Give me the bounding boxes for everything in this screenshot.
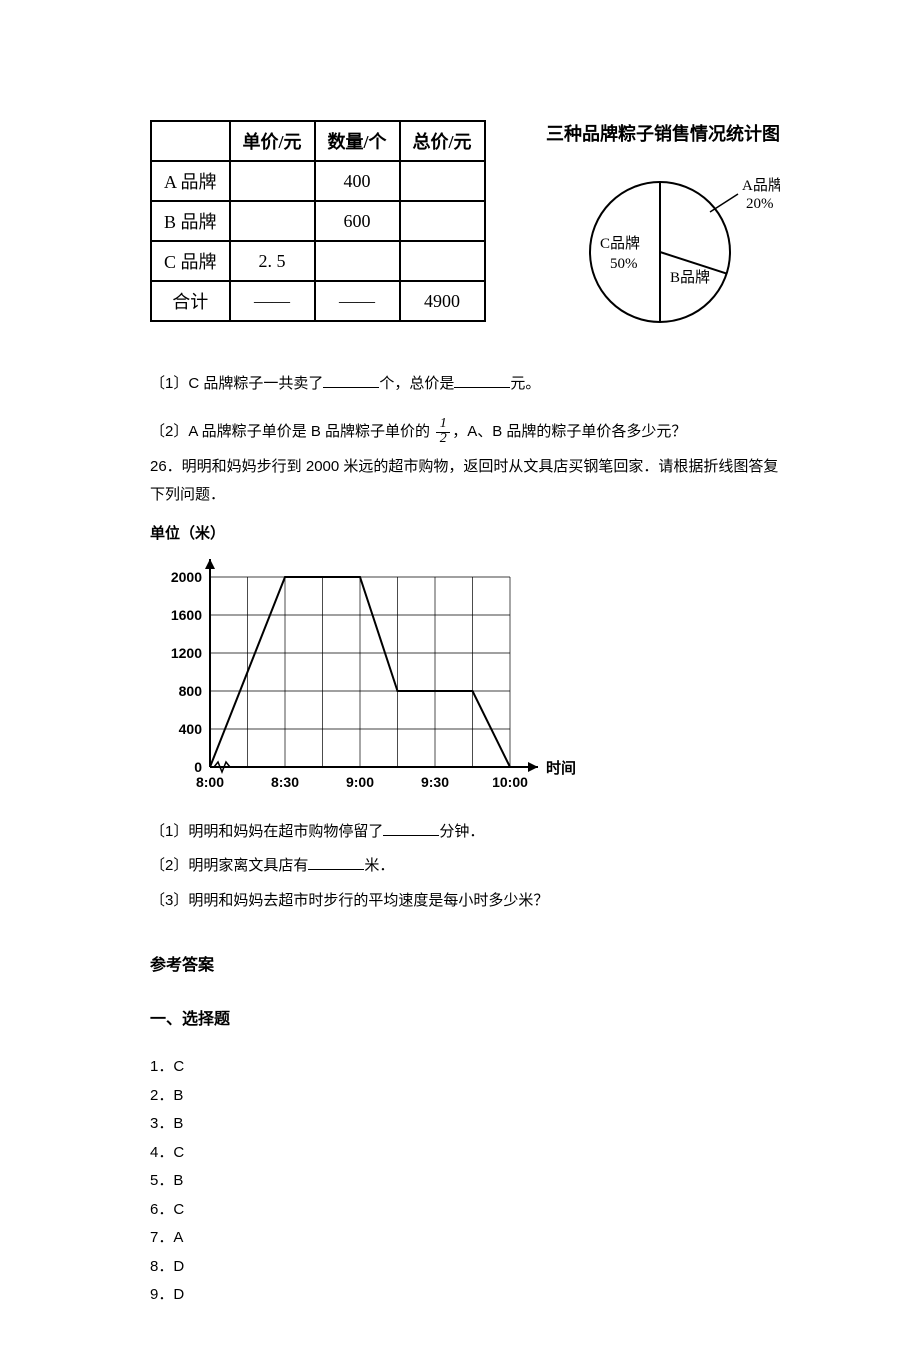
svg-text:1600: 1600: [171, 607, 202, 623]
answer-item: 5．B: [150, 1167, 780, 1196]
col-header: 数量/个: [315, 121, 400, 161]
svg-text:9:30: 9:30: [421, 774, 449, 790]
q26-2-suffix: 米．: [364, 857, 394, 874]
svg-text:8:30: 8:30: [271, 774, 299, 790]
svg-text:9:00: 9:00: [346, 774, 374, 790]
col-header: [151, 121, 230, 161]
cell: [400, 201, 485, 241]
pie-chart: A品牌 20% C品牌 50% B品牌: [560, 152, 780, 352]
cell: [315, 241, 400, 281]
cell: ——: [230, 281, 315, 321]
question-26-1: 〔1〕明明和妈妈在超市购物停留了 分钟．: [150, 818, 780, 847]
q1-mid: 个，总价是: [379, 375, 454, 392]
table-row: 合计 —— —— 4900: [151, 281, 485, 321]
q2-prefix: 〔2〕A 品牌粽子单价是 B 品牌粽子单价的: [150, 422, 430, 439]
pie-label-a: A品牌: [742, 177, 780, 194]
answer-item: 4．C: [150, 1139, 780, 1168]
blank: [454, 372, 510, 388]
cell: [400, 241, 485, 281]
col-header: 单价/元: [230, 121, 315, 161]
fraction: 1 2: [434, 417, 452, 447]
svg-text:400: 400: [179, 721, 203, 737]
pie-label-b: B品牌: [670, 269, 710, 286]
section-heading: 一、选择题: [150, 1005, 780, 1029]
svg-text:800: 800: [179, 683, 203, 699]
q1-suffix: 元。: [510, 375, 540, 392]
cell: 合计: [151, 281, 230, 321]
answers-list: 1．C2．B3．B4．C5．B6．C7．A8．D9．D: [150, 1053, 780, 1310]
pie-chart-title: 三种品牌粽子销售情况统计图: [526, 120, 780, 146]
blank: [323, 372, 379, 388]
line-chart-y-label: 单位（米）: [150, 522, 780, 543]
svg-text:2000: 2000: [171, 569, 202, 585]
pie-label-c-pct: 50%: [610, 256, 638, 272]
cell: [230, 161, 315, 201]
col-header: 总价/元: [400, 121, 485, 161]
pie-label-c: C品牌: [600, 235, 640, 252]
table-header-row: 单价/元 数量/个 总价/元: [151, 121, 485, 161]
svg-text:1200: 1200: [171, 645, 202, 661]
answer-item: 3．B: [150, 1110, 780, 1139]
q1-prefix: 〔1〕C 品牌粽子一共卖了: [150, 375, 323, 392]
cell: 4900: [400, 281, 485, 321]
blank: [383, 820, 439, 836]
q26-1-suffix: 分钟．: [439, 823, 484, 840]
q2-suffix: ，A、B 品牌的粽子单价各多少元？: [452, 422, 686, 439]
answer-item: 8．D: [150, 1253, 780, 1282]
question-26: 26．明明和妈妈步行到 2000 米远的超市购物，返回时从文具店买钢笔回家．请根…: [150, 453, 780, 510]
cell: 600: [315, 201, 400, 241]
table-row: B 品牌 600: [151, 201, 485, 241]
answer-item: 2．B: [150, 1082, 780, 1111]
cell: B 品牌: [151, 201, 230, 241]
cell: A 品牌: [151, 161, 230, 201]
cell: 400: [315, 161, 400, 201]
fraction-denominator: 2: [434, 426, 452, 453]
distance-time-line-chart: 0 400 800 1200 1600 2000 8:00 8:30 9:00 9:30 10:00…: [150, 547, 580, 807]
q26-1-prefix: 〔1〕明明和妈妈在超市购物停留了: [150, 823, 383, 840]
table-row: A 品牌 400: [151, 161, 485, 201]
table-row: C 品牌 2. 5: [151, 241, 485, 281]
question-1: 〔1〕C 品牌粽子一共卖了 个，总价是 元。: [150, 370, 780, 399]
cell: [400, 161, 485, 201]
question-26-2: 〔2〕明明家离文具店有 米．: [150, 852, 780, 881]
question-26-3: 〔3〕明明和妈妈去超市时步行的平均速度是每小时多少米？: [150, 887, 780, 916]
answer-item: 7．A: [150, 1224, 780, 1253]
cell: C 品牌: [151, 241, 230, 281]
pie-label-a-pct: 20%: [746, 196, 774, 212]
answer-item: 1．C: [150, 1053, 780, 1082]
cell: ——: [315, 281, 400, 321]
brand-price-table: 单价/元 数量/个 总价/元 A 品牌 400 B 品牌 600 C 品牌 2.…: [150, 120, 486, 322]
question-2: 〔2〕A 品牌粽子单价是 B 品牌粽子单价的 1 2 ，A、B 品牌的粽子单价各…: [150, 417, 780, 447]
svg-text:8:00: 8:00: [196, 774, 224, 790]
svg-text:时间: 时间: [546, 759, 576, 777]
cell: 2. 5: [230, 241, 315, 281]
answer-item: 9．D: [150, 1281, 780, 1310]
answer-item: 6．C: [150, 1196, 780, 1225]
blank: [308, 854, 364, 870]
svg-text:10:00: 10:00: [492, 774, 528, 790]
cell: [230, 201, 315, 241]
answers-heading: 参考答案: [150, 951, 780, 975]
svg-text:0: 0: [194, 759, 202, 775]
q26-2-prefix: 〔2〕明明家离文具店有: [150, 857, 308, 874]
